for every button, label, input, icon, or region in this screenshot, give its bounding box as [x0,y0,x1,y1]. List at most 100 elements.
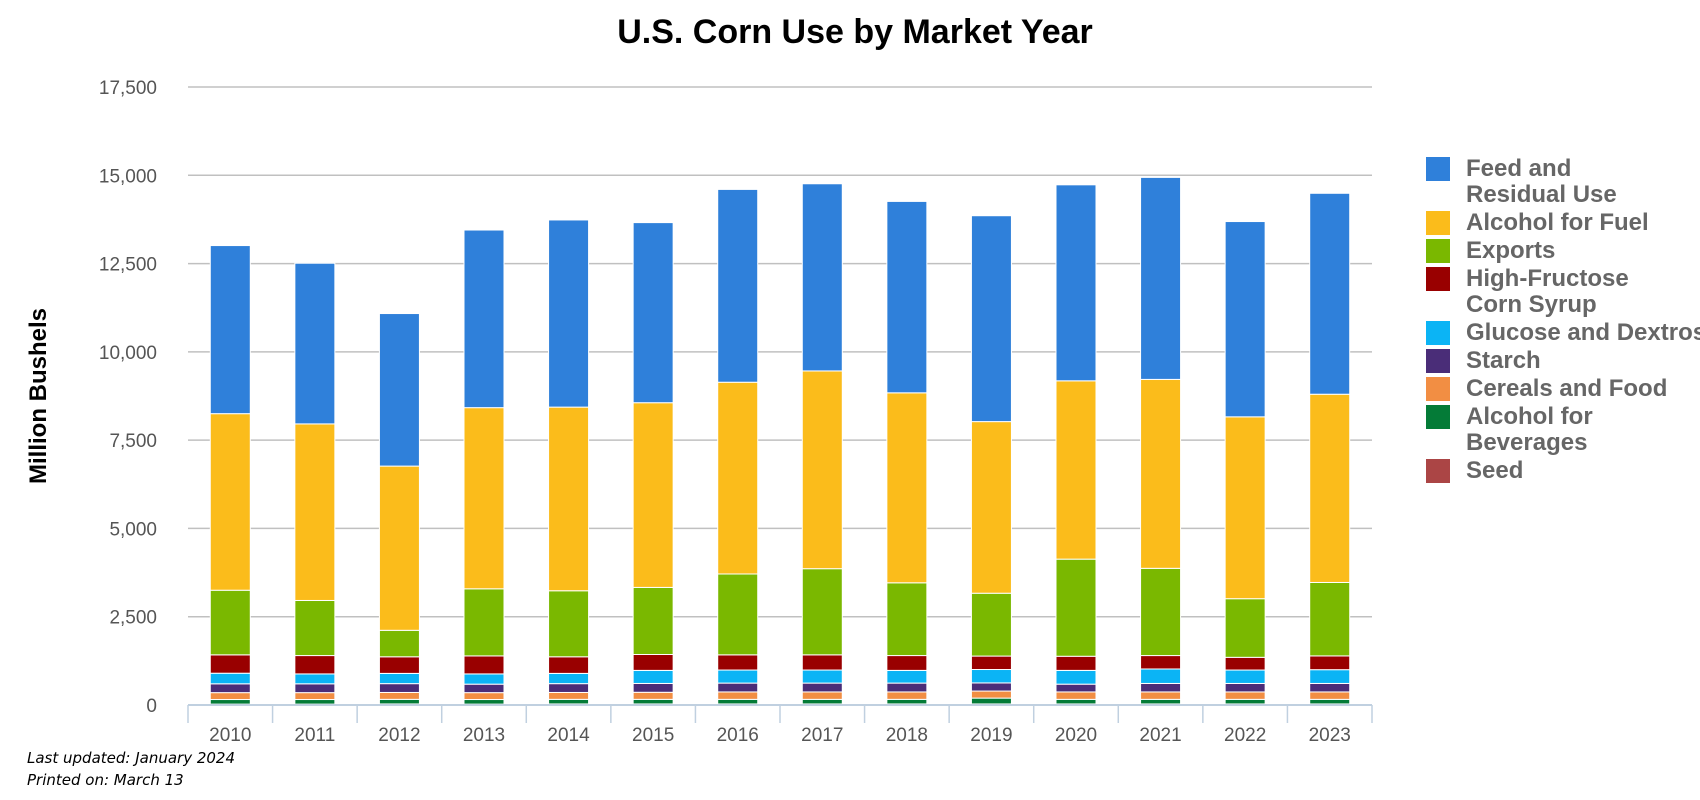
bar-segment [378,698,420,705]
bar-segment [548,656,590,674]
bar-segment [886,392,928,584]
y-axis-ticks: 0 2,500 5,000 7,500 10,000 12,500 15,000 17,500 [99,78,157,717]
legend-label: Cereals and Food [1466,375,1667,402]
bar-segment [378,683,420,693]
bar-segment [970,421,1012,594]
legend-swatch [1426,459,1450,483]
bar-stack-2016 [717,188,759,706]
bar-segment [1055,698,1097,705]
bar-segment [632,698,674,705]
bar-segment [1224,656,1266,671]
bar-segment [1140,176,1182,380]
bar-segment [294,655,336,675]
bar-stack-2013 [463,229,505,706]
x-tick-label: 2012 [378,725,420,746]
legend-label: Glucose and Dextrose [1466,319,1700,346]
bar-segment [1140,668,1182,684]
legend-item[interactable]: Seed [1426,457,1523,484]
y-tick-label: 5,000 [109,519,157,540]
legend-label: Feed and Residual Use [1466,155,1617,208]
bar-stack-2011 [294,262,336,706]
bar-segment [632,586,674,656]
bar-segment [1055,558,1097,657]
x-tick-label: 2014 [547,725,590,746]
bar-segment [378,691,420,700]
x-tick-label: 2018 [886,725,928,746]
bar-segment [1140,691,1182,700]
bar-segment [209,589,251,656]
bar-segment [1055,683,1097,693]
legend-label: Exports [1466,237,1555,264]
bar-segment [294,423,336,601]
bar-segment [632,402,674,588]
bar-segment [886,669,928,684]
bar-segment [801,568,843,656]
bar-segment [548,672,590,685]
bar-segment [717,654,759,671]
bar-segment [970,669,1012,684]
x-tick-label: 2016 [717,725,759,746]
bar-segment [801,183,843,372]
x-tick-label: 2019 [970,725,1012,746]
legend-item[interactable]: Feed and Residual Use [1426,155,1617,208]
legend-swatch [1426,239,1450,263]
y-tick-label: 0 [146,696,157,717]
legend-item[interactable]: Alcohol for Beverages [1426,403,1593,456]
legend-item[interactable]: Alcohol for Fuel [1426,209,1649,236]
bar-segment [886,200,928,394]
bar-segment [548,590,590,658]
bar-segment [970,690,1012,699]
bar-segment [632,222,674,404]
bar-segment [1140,698,1182,705]
legend-swatch [1426,321,1450,345]
y-tick-label: 17,500 [99,78,157,99]
bar-segment [548,691,590,700]
bar-segment [209,683,251,694]
bar-stack-2023 [1309,192,1351,706]
bar-segment [209,699,251,705]
bar-segment [294,599,336,657]
bar-segment [1309,691,1351,700]
bar-stacks [209,176,1351,706]
legend-item[interactable]: Exports [1426,237,1555,264]
bar-segment [209,654,251,674]
bar-segment [463,699,505,705]
bar-segment [717,188,759,383]
bar-stack-2010 [209,245,251,706]
bar-segment [1224,698,1266,705]
bar-segment [1055,655,1097,671]
legend-item[interactable]: Glucose and Dextrose [1426,319,1700,346]
legend-item[interactable]: Cereals and Food [1426,375,1667,402]
y-axis-label: Million Bushels [25,308,52,484]
bar-stack-2014 [548,219,590,706]
bar-stack-2021 [1140,176,1182,706]
x-tick-label: 2021 [1139,725,1181,746]
bar-segment [801,654,843,671]
bar-segment [294,262,336,425]
bar-segment [209,245,251,415]
bar-segment [717,691,759,700]
bar-segment [632,654,674,671]
legend-label: High-Fructose Corn Syrup [1466,265,1629,318]
bar-segment [1224,416,1266,600]
y-tick-label: 10,000 [99,343,157,364]
legend-label: Seed [1466,457,1523,484]
legend-item[interactable]: High-Fructose Corn Syrup [1426,265,1629,318]
x-tick-label: 2011 [294,725,335,746]
bar-segment [294,683,336,694]
bar-stack-2022 [1224,221,1266,706]
bar-segment [209,692,251,701]
x-tick-label: 2010 [209,725,251,746]
bar-segment [717,682,759,693]
legend-item[interactable]: Starch [1426,347,1541,374]
bar-segment [294,673,336,685]
bar-segment [1309,682,1351,693]
bar-segment [970,655,1012,671]
bar-segment [1309,698,1351,705]
bar-stack-2019 [970,215,1012,706]
bar-segment [801,691,843,700]
bar-stack-2017 [801,183,843,706]
bar-segment [717,669,759,684]
